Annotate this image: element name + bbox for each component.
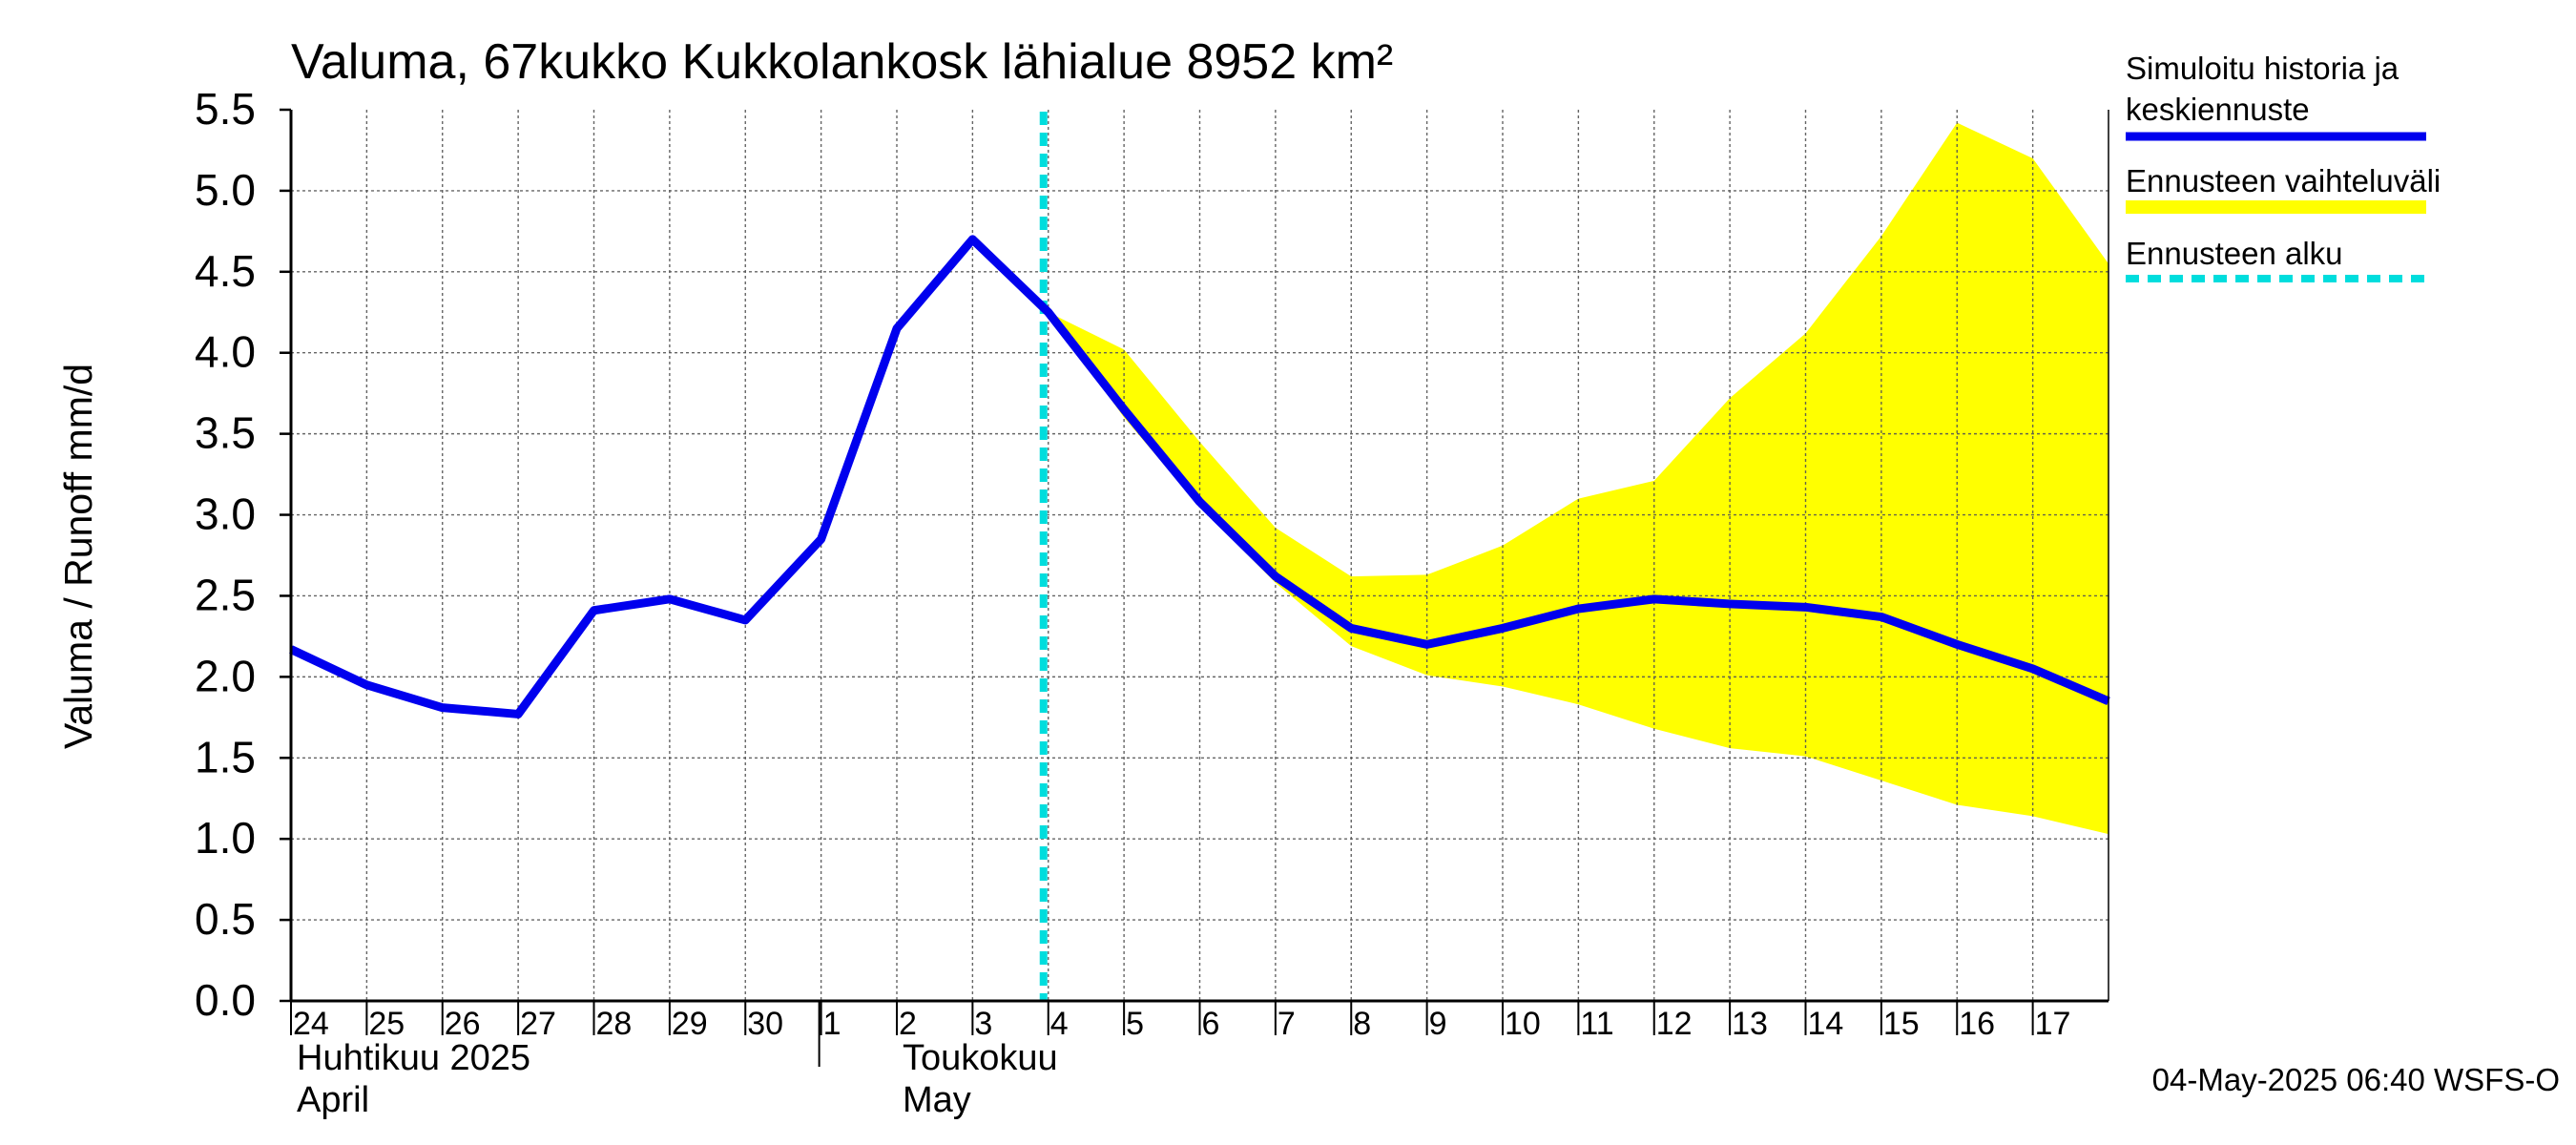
simulated-series [289,235,2110,718]
y-tick-label: 3.5 [195,408,256,458]
y-tick-label: 0.5 [195,894,256,944]
x-tick-label: 12 [1656,1006,1693,1042]
month-label-fi: Toukokuu [903,1038,1058,1078]
x-tick-label: 17 [2035,1006,2071,1042]
x-tick-label: 29 [672,1006,708,1042]
y-tick-label: 0.0 [195,975,256,1025]
x-tick-label: 14 [1808,1006,1844,1042]
x-tick-label: 26 [445,1006,481,1042]
month-label-en: May [903,1080,971,1120]
x-tick-label: 13 [1732,1006,1768,1042]
x-tick-label: 30 [747,1006,783,1042]
x-tick-label: 7 [1278,1006,1296,1042]
forecast-band-area [1048,122,2109,835]
x-tick-label: 11 [1580,1006,1613,1042]
y-tick-label: 4.0 [195,327,256,377]
x-axis-ticks: 24 25 26 27 28 29 30 1 2 3 4 5 6 7 8 9 10 11 12 13 14 15 16 17 [290,1001,2071,1042]
y-axis-label: Valuma / Runoff mm/d [56,364,100,749]
x-tick-label: 25 [368,1006,405,1042]
month-label-fi: Huhtikuu 2025 [297,1038,530,1078]
x-tick-label: 6 [1202,1006,1220,1042]
y-tick-label: 2.0 [195,651,256,700]
footer-timestamp: 04-May-2025 06:40 WSFS-O [2152,1062,2560,1097]
legend-label-simulated-line1: Simuloitu historia ja [2126,51,2399,86]
month-label-en: April [297,1080,369,1120]
chart-title: Valuma, 67kukko Kukkolankosk lähialue 89… [291,34,1393,90]
y-axis-ticks: 0.0 0.5 1.0 1.5 2.0 2.5 3.0 3.5 4.0 4.5 5.0 5.5 [195,84,291,1025]
y-tick-label: 5.0 [195,165,256,215]
x-tick-label: 3 [974,1006,992,1042]
legend-label-range: Ennusteen vaihteluväli [2126,163,2441,198]
legend-label-forecast-start: Ennusteen alku [2126,236,2343,271]
x-tick-label: 5 [1126,1006,1144,1042]
y-tick-label: 1.5 [195,732,256,781]
x-tick-label: 4 [1050,1006,1069,1042]
x-tick-label: 8 [1353,1006,1371,1042]
x-tick-label: 10 [1505,1006,1541,1042]
x-tick-label: 1 [823,1006,841,1042]
y-tick-label: 4.5 [195,246,256,296]
x-tick-label: 2 [899,1006,917,1042]
y-tick-label: 5.5 [195,84,256,134]
x-tick-label: 9 [1429,1006,1447,1042]
y-tick-label: 2.5 [195,570,256,619]
x-tick-label: 15 [1883,1006,1920,1042]
x-tick-label: 24 [293,1006,329,1042]
x-tick-label: 28 [596,1006,633,1042]
x-tick-label: 16 [1959,1006,1995,1042]
y-tick-label: 3.0 [195,489,256,539]
x-tick-label: 27 [520,1006,556,1042]
legend: Simuloitu historia ja keskiennuste Ennus… [2126,51,2441,282]
forecast-range-band [1048,122,2109,835]
y-tick-label: 1.0 [195,813,256,863]
legend-label-simulated-line2: keskiennuste [2126,92,2310,127]
